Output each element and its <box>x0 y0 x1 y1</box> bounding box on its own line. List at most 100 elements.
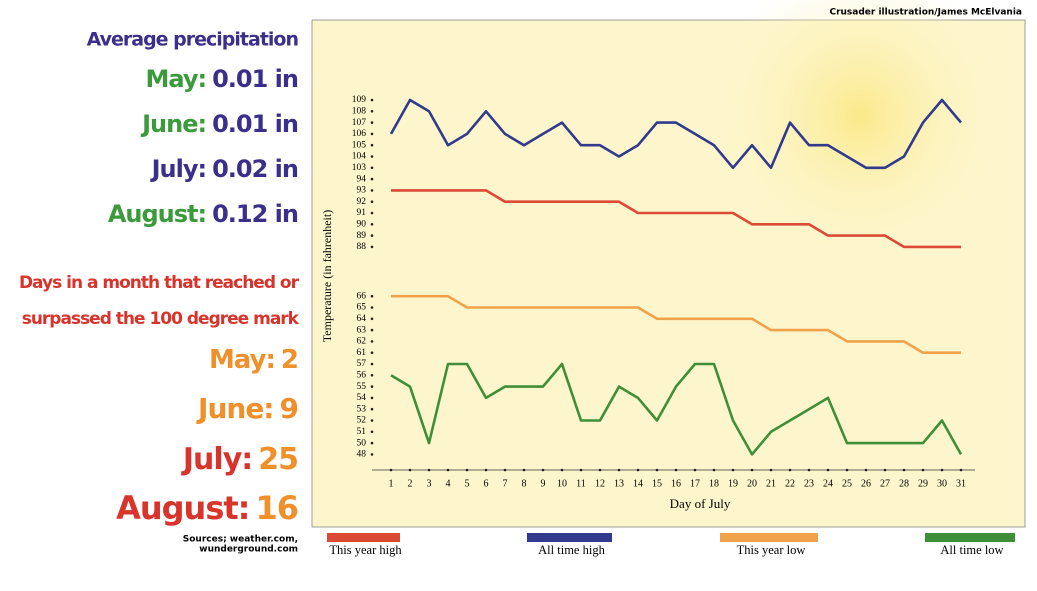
hot-days-row: June: 9 <box>196 392 298 425</box>
y-tick-label: 63 <box>357 325 367 335</box>
y-tick <box>370 306 374 309</box>
x-tick-label: 18 <box>709 478 719 489</box>
precip-row: August: 0.12 in <box>108 200 298 228</box>
x-tick-label: 12 <box>595 478 605 489</box>
hot-days-value: 9 <box>280 392 298 425</box>
y-tick <box>370 351 374 355</box>
y-tick-label: 105 <box>352 140 367 150</box>
y-tick-label: 103 <box>352 163 367 173</box>
precip-row: May: 0.01 in <box>146 65 298 93</box>
y-tick-label: 52 <box>357 416 367 426</box>
precip-title: Average precipitation <box>87 29 299 51</box>
legend-label: All time high <box>538 543 605 557</box>
y-tick-label: 56 <box>357 370 367 380</box>
x-tick <box>522 468 526 472</box>
hot-days-month: May: <box>209 345 275 375</box>
y-tick <box>370 155 374 158</box>
hot-days-title: surpassed the 100 degree mark <box>22 309 300 329</box>
hot-days-month: June: <box>196 392 273 425</box>
y-tick-label: 66 <box>357 291 367 301</box>
y-tick <box>370 340 374 343</box>
x-tick-label: 13 <box>614 478 624 489</box>
x-tick-label: 8 <box>522 478 527 489</box>
precip-month: May: <box>146 65 207 93</box>
y-tick-label: 104 <box>352 152 367 162</box>
y-tick-label: 50 <box>357 438 367 448</box>
y-tick <box>370 189 374 192</box>
hot-days-row: May: 2 <box>209 345 298 375</box>
precip-value: 0.02 in <box>212 155 298 183</box>
x-tick <box>807 468 811 472</box>
y-tick <box>370 223 374 226</box>
y-tick <box>370 98 374 102</box>
y-tick <box>370 121 374 124</box>
y-tick <box>370 441 374 445</box>
x-tick-label: 2 <box>408 478 413 489</box>
x-tick <box>503 468 507 472</box>
x-tick-label: 27 <box>880 478 890 489</box>
y-tick <box>370 245 374 249</box>
x-tick <box>883 468 887 472</box>
series-line <box>389 98 962 170</box>
x-tick <box>959 468 963 472</box>
precip-row: June: 0.01 in <box>140 110 298 138</box>
x-tick-label: 21 <box>766 478 776 489</box>
x-tick-label: 16 <box>671 478 681 489</box>
x-tick-label: 29 <box>918 478 928 489</box>
y-tick-label: 62 <box>357 337 367 347</box>
hot-days-row: July: 25 <box>181 442 298 477</box>
y-tick <box>370 211 374 215</box>
legend-label: All time low <box>940 543 1003 557</box>
x-tick <box>712 468 716 472</box>
precip-value: 0.01 in <box>212 110 298 138</box>
hot-days-month: July: <box>181 442 252 477</box>
y-tick-label: 90 <box>357 219 367 229</box>
series-line <box>391 189 961 249</box>
hot-days-value: 25 <box>258 442 298 477</box>
y-tick-label: 88 <box>357 242 367 252</box>
legend-swatch <box>527 533 612 542</box>
x-tick <box>598 468 602 472</box>
precip-value: 0.12 in <box>212 200 298 228</box>
y-tick <box>370 177 374 181</box>
x-tick <box>693 468 697 472</box>
x-tick <box>940 468 944 472</box>
x-tick-label: 11 <box>576 478 586 489</box>
y-tick-label: 107 <box>352 118 367 128</box>
y-tick-label: 54 <box>357 393 367 403</box>
x-tick-label: 3 <box>427 478 432 489</box>
y-tick <box>370 419 374 422</box>
x-tick-label: 23 <box>804 478 814 489</box>
y-tick-label: 65 <box>357 303 367 313</box>
y-tick <box>370 234 374 237</box>
hot-days-value: 16 <box>255 489 298 527</box>
y-tick-label: 92 <box>357 197 367 207</box>
x-tick <box>674 468 678 472</box>
x-tick-label: 6 <box>484 478 489 489</box>
x-tick-label: 15 <box>652 478 662 489</box>
x-tick <box>484 468 488 472</box>
x-tick <box>845 468 849 472</box>
y-tick-label: 64 <box>357 314 367 324</box>
x-tick <box>389 468 393 472</box>
x-tick <box>617 468 621 472</box>
y-tick <box>370 385 374 388</box>
y-tick-label: 55 <box>357 382 367 392</box>
y-tick <box>370 166 374 170</box>
x-tick <box>921 468 925 472</box>
hot-days-title: Days in a month that reached or <box>19 273 300 293</box>
y-tick <box>370 200 374 203</box>
y-tick <box>370 430 374 434</box>
y-tick <box>370 396 374 400</box>
x-tick <box>427 468 431 472</box>
y-tick-label: 51 <box>357 427 367 437</box>
y-tick-label: 109 <box>352 95 367 105</box>
x-tick <box>446 468 450 472</box>
x-tick <box>826 468 830 472</box>
precip-value: 0.01 in <box>212 65 298 93</box>
x-tick <box>731 468 735 472</box>
sources: Sources; weather.com, <box>183 535 298 545</box>
y-tick <box>370 110 374 113</box>
x-tick <box>560 468 564 472</box>
